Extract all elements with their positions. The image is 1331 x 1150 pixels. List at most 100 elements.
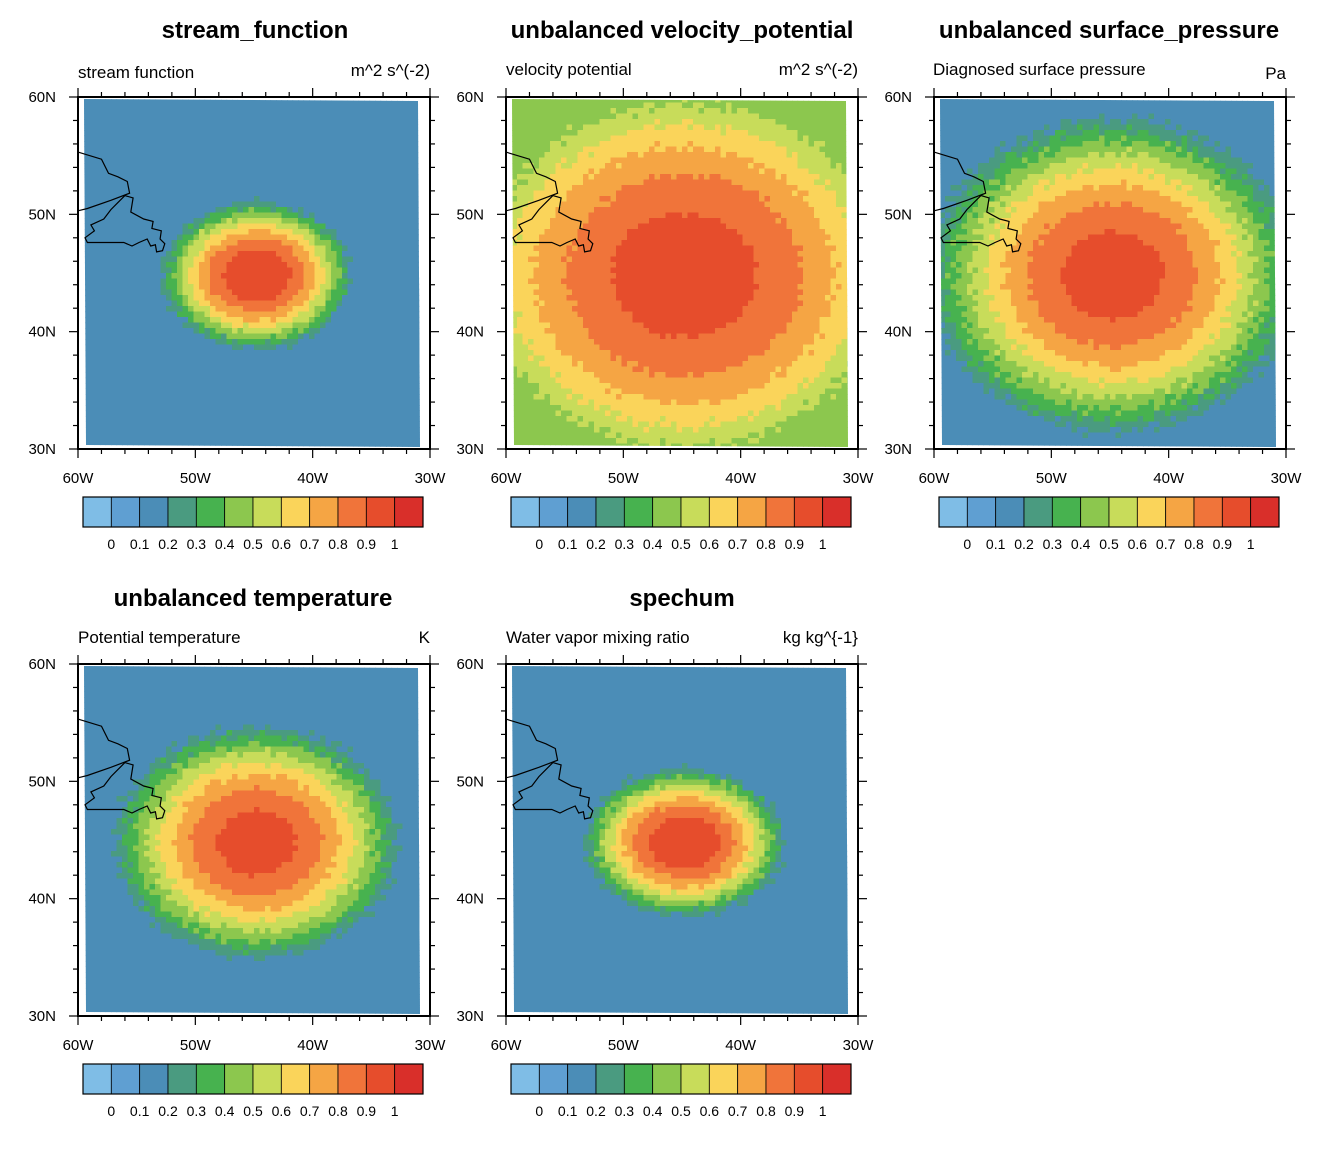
contour-cell (138, 410, 145, 417)
contour-cell (149, 443, 156, 447)
contour-cell (539, 163, 546, 170)
contour-cell (325, 229, 332, 236)
contour-cell (259, 339, 266, 346)
contour-cell (265, 179, 272, 186)
contour-cell (298, 361, 305, 368)
contour-cell (671, 135, 678, 142)
contour-cell (353, 262, 360, 269)
contour-cell (759, 157, 766, 164)
contour-cell (84, 394, 90, 401)
contour-cell (105, 179, 112, 186)
map-frame (77, 96, 431, 450)
contour-cell (237, 394, 244, 401)
contour-cell (226, 141, 233, 148)
contour-cell (369, 201, 376, 208)
contour-cell (243, 135, 250, 142)
contour-cell (364, 410, 371, 417)
contour-cell (353, 361, 360, 368)
contour-cell (215, 295, 222, 302)
contour-cell (100, 366, 107, 373)
contour-cell (265, 278, 272, 285)
contour-cell (358, 361, 365, 368)
contour-cell (309, 284, 316, 291)
contour-cell (171, 218, 178, 225)
contour-cell (215, 300, 222, 307)
contour-cell (171, 383, 178, 390)
contour-cell (243, 383, 250, 390)
contour-cell (259, 383, 266, 390)
contour-cell (358, 273, 365, 280)
contour-cell (127, 383, 134, 390)
contour-cell (210, 273, 217, 280)
contour-cell (204, 344, 211, 351)
contour-cell (193, 130, 200, 137)
contour-cell (221, 185, 228, 192)
contour-cell (237, 427, 244, 434)
contour-cell (188, 99, 195, 104)
contour-cell (276, 355, 283, 362)
contour-cell (204, 432, 211, 439)
contour-cell (364, 295, 371, 302)
contour-cell (149, 333, 156, 340)
contour-cell (561, 108, 568, 115)
contour-cell (127, 108, 134, 115)
contour-cell (94, 438, 101, 445)
contour-cell (138, 240, 145, 247)
contour-cell (248, 108, 255, 115)
contour-cell (386, 212, 393, 219)
contour-cell (671, 124, 678, 131)
contour-cell (193, 251, 200, 258)
contour-cell (215, 344, 222, 351)
contour-cell (160, 355, 167, 362)
contour-cell (375, 333, 382, 340)
contour-cell (84, 234, 90, 241)
contour-cell (276, 190, 283, 197)
contour-cell (281, 190, 288, 197)
contour-cell (797, 130, 804, 137)
contour-cell (413, 300, 420, 307)
contour-cell (413, 102, 420, 109)
contour-cell (177, 168, 184, 175)
contour-cell (303, 350, 310, 357)
contour-cell (358, 113, 365, 120)
contour-cell (265, 152, 272, 159)
contour-cell (369, 361, 376, 368)
contour-cell (226, 427, 233, 434)
contour-cell (397, 333, 404, 340)
contour-cell (397, 300, 404, 307)
contour-cell (149, 245, 156, 252)
contour-cell (819, 146, 826, 153)
contour-cell (358, 245, 365, 252)
contour-cell (94, 124, 101, 131)
contour-cell (358, 427, 365, 434)
contour-cell (715, 152, 722, 159)
contour-cell (94, 399, 101, 406)
contour-cell (89, 218, 96, 225)
contour-cell (204, 185, 211, 192)
contour-cell (193, 256, 200, 263)
contour-cell (775, 152, 782, 159)
contour-cell (792, 108, 799, 115)
contour-cell (402, 168, 409, 175)
contour-cell (155, 196, 162, 203)
contour-cell (270, 443, 277, 447)
contour-cell (155, 427, 162, 434)
contour-cell (166, 410, 173, 417)
contour-cell (133, 245, 140, 252)
contour-cell (182, 229, 189, 236)
contour-cell (276, 179, 283, 186)
contour-cell (254, 124, 261, 131)
contour-cell (320, 317, 327, 324)
contour-cell (144, 196, 151, 203)
contour-cell (111, 212, 118, 219)
contour-cell (298, 113, 305, 120)
contour-cell (572, 124, 579, 131)
contour-cell (232, 240, 239, 247)
contour-cell (331, 163, 338, 170)
contour-cell (610, 119, 617, 126)
contour-cell (594, 113, 601, 120)
contour-cell (408, 141, 415, 148)
contour-cell (309, 185, 316, 192)
contour-cell (254, 372, 261, 379)
